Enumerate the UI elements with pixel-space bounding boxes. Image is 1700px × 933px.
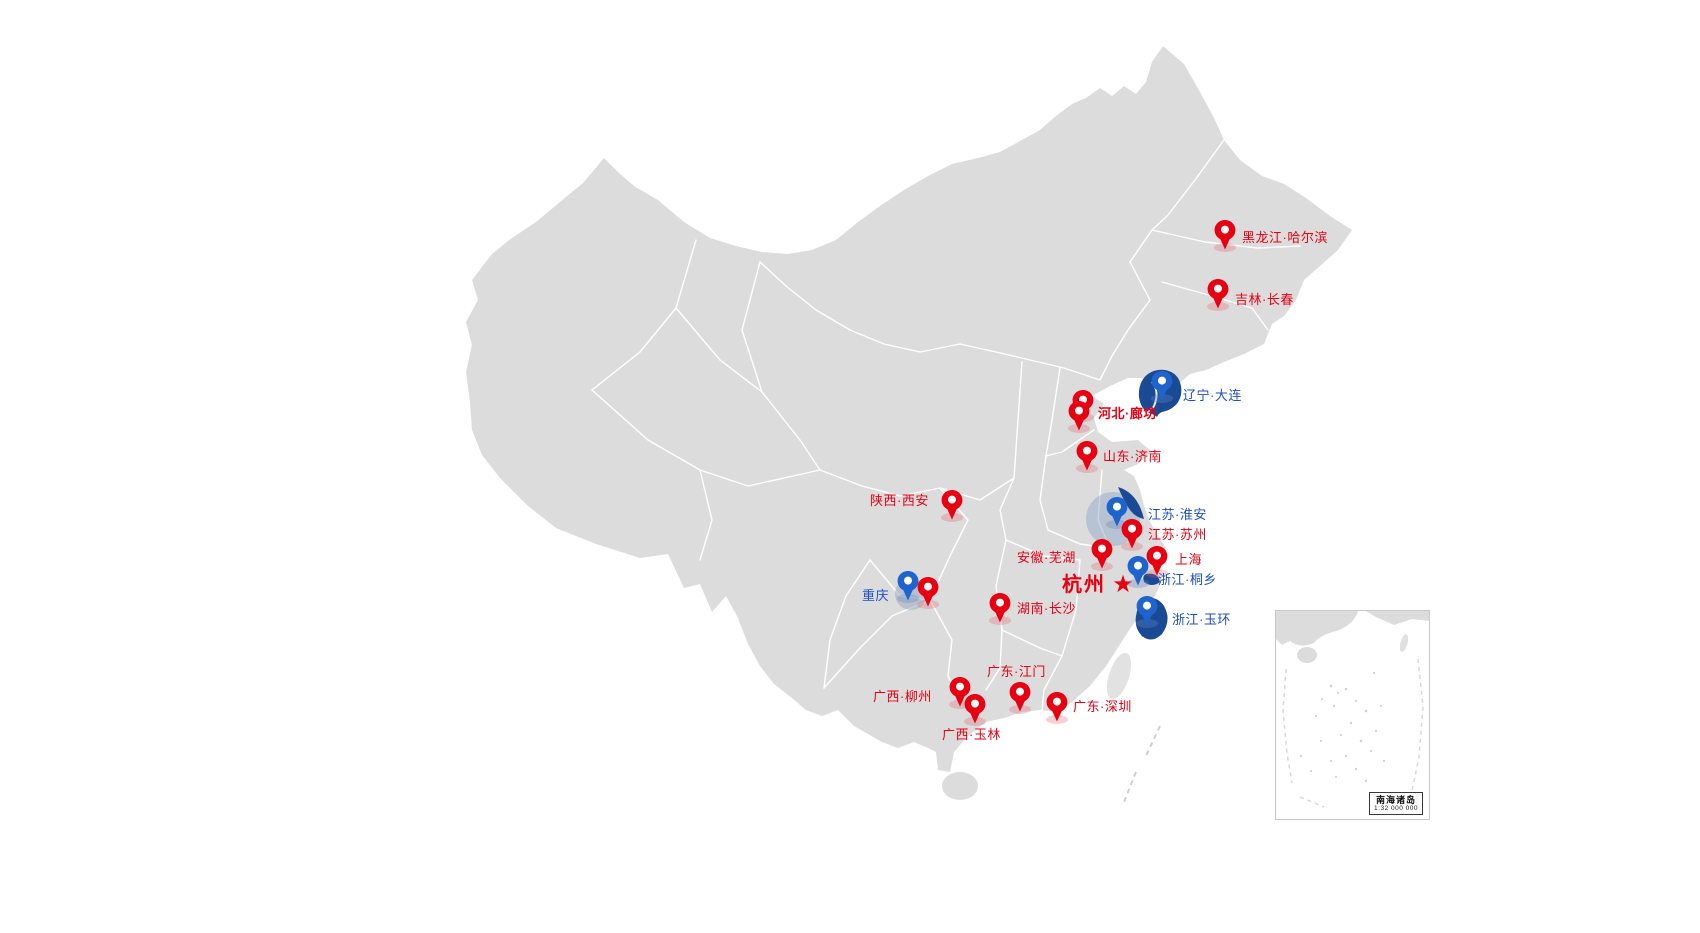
huaian-coast-highlight — [1118, 487, 1144, 519]
inset-title: 南海诸岛 — [1376, 795, 1417, 805]
taiwan-island — [1106, 652, 1132, 700]
inset-label-box: 南海诸岛 1:32 000 000 — [1369, 792, 1423, 815]
marker-label: 广西·柳州 — [873, 689, 932, 704]
red-map-pin-icon[interactable] — [1206, 278, 1230, 310]
marker-label: 江苏·淮安 — [1148, 507, 1207, 522]
marker-label: 辽宁·大连 — [1183, 388, 1242, 403]
marker-label: 重庆 — [862, 588, 890, 603]
red-map-pin-icon[interactable] — [963, 693, 987, 725]
marker-label: 黑龙江·哈尔滨 — [1242, 230, 1328, 245]
marker-label: 广东·深圳 — [1073, 699, 1132, 714]
marker-label: 上海 — [1175, 552, 1203, 567]
hq-label: 杭州 — [1062, 574, 1106, 596]
marker-label: 浙江·桐乡 — [1158, 572, 1217, 587]
blue-map-pin-icon[interactable] — [1135, 595, 1159, 627]
marker-label: 浙江·玉环 — [1172, 612, 1231, 627]
south-china-sea-inset: 南海诸岛 1:32 000 000 — [1275, 610, 1430, 820]
red-map-pin-icon[interactable] — [988, 592, 1012, 624]
red-map-pin-icon[interactable] — [1075, 440, 1099, 472]
marker-label: 湖南·长沙 — [1017, 601, 1076, 616]
marker-label: 广东·江门 — [987, 664, 1046, 679]
marker-label: 河北·廊坊 — [1098, 406, 1157, 421]
tongxiang-coast-highlight — [1143, 573, 1160, 585]
marker-label: 广西·玉林 — [942, 727, 1001, 742]
hainan-island — [942, 772, 978, 800]
mainland-shape — [466, 46, 1352, 772]
red-map-pin-icon[interactable] — [916, 576, 940, 608]
inset-scale: 1:32 000 000 — [1374, 805, 1418, 812]
red-map-pin-icon[interactable] — [1045, 691, 1069, 723]
marker-label: 山东·济南 — [1103, 449, 1162, 464]
blue-map-pin-icon[interactable] — [896, 570, 920, 602]
marker-label: 陕西·西安 — [870, 493, 929, 508]
red-map-pin-icon[interactable] — [1067, 400, 1091, 432]
marker-label: 安徽·芜湖 — [1017, 550, 1076, 565]
marker-label: 吉林·长春 — [1235, 292, 1294, 307]
red-map-pin-icon[interactable] — [948, 676, 972, 708]
blue-map-pin-icon[interactable] — [1105, 496, 1129, 528]
hq-star-icon[interactable]: ★ — [1112, 571, 1134, 598]
red-map-pin-icon[interactable] — [940, 489, 964, 521]
inset-islands-map — [1276, 611, 1429, 808]
red-map-pin-icon[interactable] — [1145, 545, 1169, 577]
marker-label: 江苏·苏州 — [1148, 527, 1207, 542]
red-map-pin-icon[interactable] — [1090, 538, 1114, 570]
blue-map-pin-icon[interactable] — [1150, 370, 1174, 402]
red-map-pin-icon[interactable] — [1120, 518, 1144, 550]
red-map-pin-icon[interactable] — [1008, 681, 1032, 713]
sea-boundary-dashes — [1123, 725, 1161, 803]
blue-map-pin-icon[interactable] — [1126, 555, 1150, 587]
red-map-pin-icon[interactable] — [1213, 219, 1237, 251]
